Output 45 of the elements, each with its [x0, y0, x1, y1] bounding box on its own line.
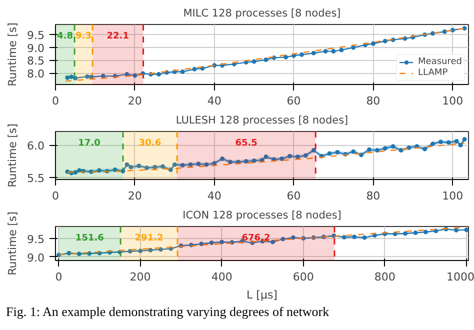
y-tick-label: 9.5: [27, 29, 45, 42]
x-tick-label: 60: [286, 94, 301, 108]
y-axis-title: Runtime [s]: [6, 124, 20, 188]
x-tick-label: 80: [366, 94, 380, 108]
legend-label: LLAMP: [418, 68, 448, 78]
x-tick-label: 0: [55, 270, 62, 284]
y-tick-label: 6.0: [27, 140, 45, 153]
legend-label: Measured: [418, 57, 462, 67]
x-tick-label: 40: [207, 94, 222, 108]
x-tick-label: 60: [286, 190, 301, 202]
x-tick-label: 200: [130, 270, 151, 284]
x-tick-label: 1000: [446, 270, 474, 284]
caption: Fig. 1: An example demonstrating varying degrees of network: [6, 304, 330, 319]
y-axis-title: Runtime [s]: [6, 212, 20, 276]
x-tick-label: 400: [211, 270, 232, 284]
y-axis-title: Runtime [s]: [6, 22, 20, 86]
chart-title: LULESH 128 processes [8 nodes]: [176, 114, 348, 126]
x-tick-label: 100: [442, 94, 464, 108]
y-tick-label: 9.0: [27, 42, 45, 55]
x-tick-label: 20: [128, 190, 142, 202]
band-label: 30.6: [138, 138, 162, 148]
band-label: 676.2: [242, 234, 270, 244]
x-tick-label: 0: [52, 190, 59, 202]
x-tick-label: 800: [374, 270, 396, 284]
band-label: 9.3: [76, 32, 92, 42]
chart-title: ICON 128 processes [8 nodes]: [182, 210, 342, 222]
x-tick-label: 100: [442, 190, 464, 202]
x-tick-label: 40: [207, 190, 222, 202]
x-tick-label: 20: [128, 94, 142, 108]
y-tick-label: 8.0: [27, 68, 45, 81]
band-label: 291.2: [134, 234, 164, 244]
x-axis-title: L [µs]: [246, 288, 278, 302]
band-label: 4.8: [57, 32, 74, 42]
y-tick-label: 9.0: [27, 251, 45, 264]
y-tick-label: 5.5: [27, 172, 45, 186]
x-tick-label: 600: [292, 270, 314, 284]
y-tick-label: 9.5: [27, 232, 45, 246]
x-tick-label: 80: [366, 190, 380, 202]
band-label: 151.6: [75, 234, 104, 244]
band-label: 65.5: [235, 138, 258, 148]
band-label: 22.1: [106, 32, 129, 42]
band-label: 17.0: [78, 138, 100, 148]
y-tick-label: 8.5: [27, 54, 45, 68]
x-tick-label: 0: [52, 94, 59, 108]
chart-title: MILC 128 processes [8 nodes]: [183, 8, 341, 20]
